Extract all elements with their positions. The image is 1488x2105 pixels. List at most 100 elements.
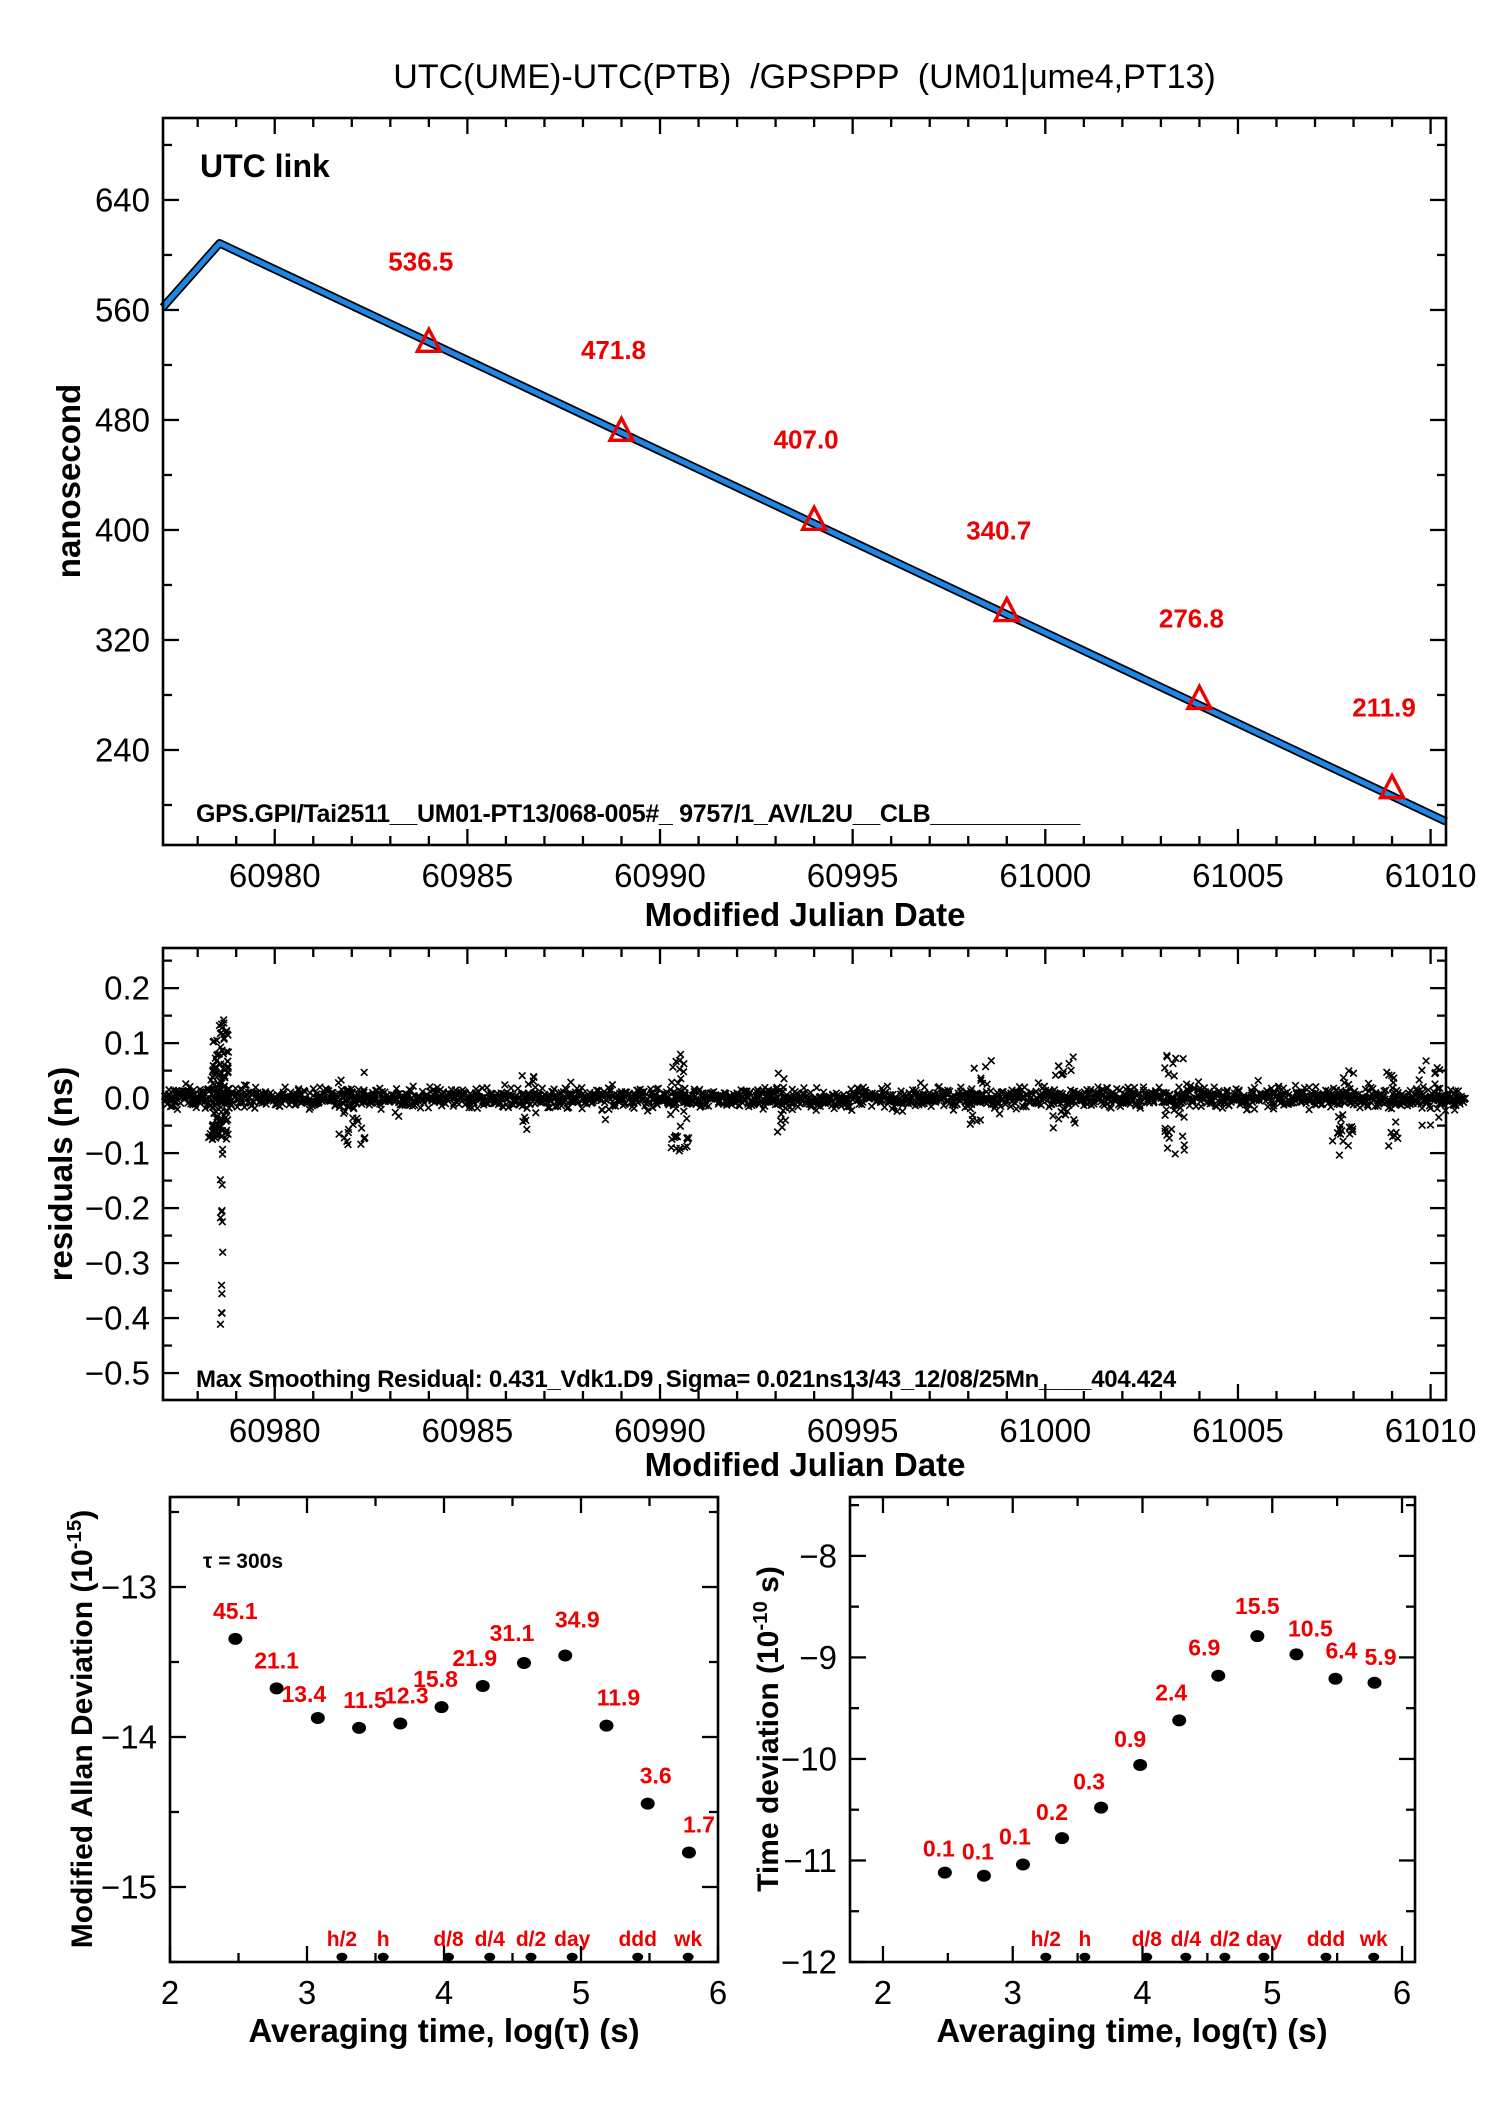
x-tick-label: 60990 [614,1412,706,1449]
time-marker-label: h/2 [1031,1928,1061,1951]
x-tick-label: 6 [1393,1974,1411,2011]
time-marker-label: d/4 [1171,1928,1202,1951]
x-tick-label: 61010 [1385,857,1477,894]
time-marker-label: d/2 [1210,1928,1240,1951]
time-marker-dot [1219,1952,1231,1962]
x-tick-label: 61000 [999,1412,1091,1449]
y-tick-label: 400 [95,511,150,548]
triangle-marker [414,325,444,353]
triangle-label: 471.8 [581,335,646,365]
time-marker-label: day [554,1928,591,1951]
time-marker-dot [1258,1952,1270,1962]
point-label: 15.8 [413,1666,458,1692]
data-point [228,1632,243,1645]
tau-note: τ = 300s [203,1550,284,1573]
x-tick-label: 60995 [807,857,899,894]
time-marker-dot [1141,1952,1153,1962]
x-tick-label: 61010 [1385,1412,1477,1449]
tdev-plot: 0.1 0.10.10.20.30.92.46.915.510.56.4 5.9h/… [781,1495,1417,2011]
triangle-marker [1377,771,1407,800]
x-tick-label: 3 [298,1974,316,2011]
point-label: 12.3 [384,1683,429,1709]
data-point [976,1869,991,1882]
x-tick-label: 6 [709,1974,727,2011]
mdev-xaxis-title: Averaging time, log(τ) (s) [248,2012,640,2049]
point-label: 21.1 [254,1647,299,1673]
time-marker-label: d/8 [433,1928,464,1951]
data-line [161,240,1448,824]
x-tick-label: 60990 [614,857,706,894]
data-point [599,1719,614,1732]
time-marker-dot [632,1952,644,1962]
time-marker-dot [566,1952,578,1962]
y-tick-label: 480 [95,401,150,438]
x-tick-label: 3 [1004,1974,1022,2011]
time-marker-dot [1368,1952,1380,1962]
point-label: 0.2 [1036,1799,1068,1825]
tdev-yaxis-title: Time deviation (10-10 s) [750,1379,790,2079]
utc-link-label: UTC link [200,148,330,184]
gps-config-annotation: GPS.GPI/Tai2511__UM01-PT13/068-005#_ 975… [196,800,1081,828]
y-tick-label: −0.5 [85,1355,150,1392]
y-tick-label: −13 [101,1569,157,1606]
y-tick-label: 0.0 [104,1080,150,1117]
data-point [1133,1759,1148,1772]
point-label: 34.9 [555,1607,600,1633]
time-marker-label: d/4 [475,1928,506,1951]
y-tick-label: −0.1 [85,1135,150,1172]
point-label: 11.5 [343,1687,387,1713]
mdev-plot: 45.1 21.1 13.4 11.512.315.821.931.1 34.9 11.9… [101,1495,727,2011]
triangle-label: 276.8 [1159,603,1224,633]
x-tick-label: 5 [572,1974,590,2011]
x-tick-label: 4 [1133,1974,1151,2011]
data-point [393,1717,408,1730]
x-tick-label: 2 [874,1974,892,2011]
time-marker-label: wk [1359,1928,1388,1951]
tdev-yaxis-title-base: Time deviation (10 [752,1630,785,1892]
time-marker-label: day [1246,1928,1283,1951]
data-line-outline [159,239,1448,826]
time-marker-label: h/2 [327,1928,357,1951]
time-marker-label: ddd [1307,1928,1345,1951]
data-point [1367,1676,1382,1689]
y-tick-label: −9 [799,1639,837,1676]
point-label: 31.1 [490,1620,535,1646]
triangle-marker [607,414,636,442]
y-tick-label: −0.4 [85,1300,150,1337]
data-point [1211,1669,1226,1682]
panel-box [161,116,1448,847]
residuals-plot: 60980 60985 60990 60995 61000 61005 61010 0.2 0.… [85,946,1477,1449]
triangle-marker [992,594,1022,623]
y-tick-label: −0.3 [85,1245,150,1282]
time-marker-label: d/8 [1132,1928,1163,1951]
point-label: 0.3 [1073,1769,1105,1795]
y-tick-label: 240 [95,731,150,768]
point-label: 3.6 [640,1763,672,1789]
data-point [475,1680,490,1692]
time-marker-dot [336,1952,348,1962]
point-label: 15.5 [1235,1593,1280,1619]
time-marker-dot [1079,1952,1091,1962]
point-label: 6.9 [1188,1635,1220,1661]
x-tick-label: 60985 [421,857,513,894]
time-marker-dot [1180,1952,1192,1962]
time-marker-label: ddd [618,1928,656,1951]
mid-xaxis-title: Modified Julian Date [644,1446,966,1483]
point-label: 13.4 [281,1681,326,1707]
tdev-xaxis-title: Averaging time, log(τ) (s) [936,2012,1328,2049]
point-label: 0.1 [962,1839,994,1865]
triangle-label: 211.9 [1352,693,1416,723]
data-point [352,1721,367,1734]
data-point [1094,1801,1109,1814]
data-point [1328,1672,1343,1685]
panel-box [848,1495,1417,1964]
y-tick-label: −15 [101,1869,157,1906]
data-point [1172,1714,1187,1727]
y-tick-label: −11 [783,1842,837,1879]
x-tick-label: 61005 [1192,857,1284,894]
point-label: 6.4 [1325,1638,1357,1664]
data-point [1250,1630,1265,1643]
time-marker-dot [682,1952,694,1962]
data-point [269,1682,284,1695]
